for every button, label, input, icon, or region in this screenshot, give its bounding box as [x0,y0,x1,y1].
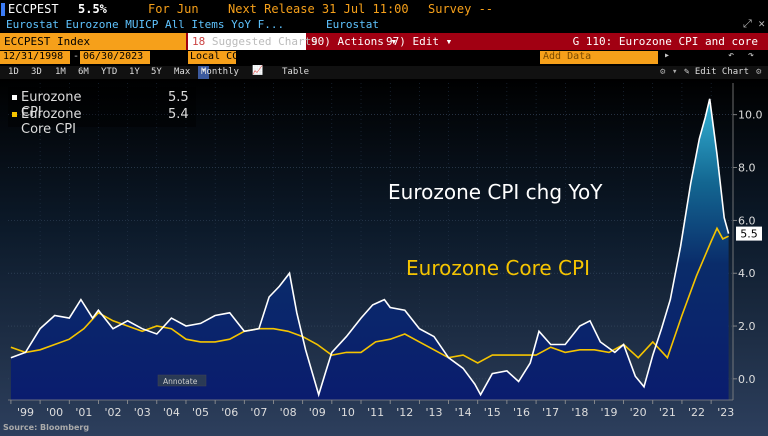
period-6m[interactable]: 6M [78,67,89,77]
add-data-input[interactable]: Add Data [540,51,658,64]
legend-name-core: Eurozone Core CPI [21,107,82,137]
y-tick-label: 2.0 [738,320,756,333]
legend-name-cpi: Eurozone CPI [21,90,82,120]
y-tick-label: 0.0 [738,373,756,386]
period-ytd[interactable]: YTD [101,67,118,77]
settings-icon-right[interactable]: ⚙ [756,67,762,77]
data-source: Eurostat [326,18,379,31]
y-tick-label: 8.0 [738,162,756,175]
period-1m[interactable]: 1M [55,67,66,77]
cpi-area-fill [10,98,729,401]
last-value-tag-text: 5.5 [740,228,758,241]
undo-icon[interactable]: ↶ [728,50,735,61]
x-tick-label: '10 [338,406,355,419]
x-tick-label: '04 [163,406,180,419]
settings-icon[interactable]: ⚙ [660,67,666,77]
next-release: Next Release 31 Jul 11:00 [228,2,409,16]
x-tick-label: '11 [367,406,384,419]
cpi-annotation: Eurozone CPI chg YoY [388,180,603,204]
window-icons[interactable]: ⤢ ✕ [742,17,765,30]
ticker-marker [1,3,5,16]
period-row: 1D 3D 1M 6M YTD 1Y 5Y Max Monthly ▾ 📈 Ta… [0,66,768,79]
core-cpi-annotation: Eurozone Core CPI [406,256,590,280]
x-tick-label: '06 [221,406,238,419]
x-tick-label: '12 [396,406,413,419]
x-tick-label: '16 [513,406,530,419]
ticker: ECCPEST [8,2,59,16]
core-cpi-line [10,226,729,364]
edit-menu[interactable]: 97) Edit ▾ [386,35,453,48]
x-axis: '99 '00 '01 '02 '03 '04 '05 '06 '07 '08 '09 '10 '11 '… [8,399,734,419]
y-tick-label: 6.0 [738,214,756,227]
edit-chart-button[interactable]: ✎ Edit Chart [684,67,750,77]
annotate-label: Annotate [163,377,198,386]
period: For Jun [148,2,199,16]
x-tick-label: '15 [484,406,501,419]
x-tick-label: '13 [425,406,442,419]
legend-value-core: 5.4 [168,107,189,122]
survey: Survey -- [428,2,494,16]
period-1y[interactable]: 1Y [129,67,140,77]
date-row: 12/31/1998 - 06/30/2023 Local CCY Add Da… [0,50,768,65]
line-chart-icon[interactable]: 📈 [252,66,264,76]
x-tick-label: '03 [134,406,151,419]
table-tab[interactable]: Table [282,67,310,77]
y-axis: 0.0 2.0 4.0 6.0 8.0 10.0 [732,83,763,400]
x-tick-label: '23 [717,406,734,419]
x-tick-label: '99 [17,406,34,419]
chart-title: G 110: Eurozone CPI and core [572,35,758,48]
legend-swatch-core [12,112,17,117]
play-icon[interactable]: ▸ [664,50,671,61]
x-tick-label: '00 [46,406,63,419]
legend-swatch-cpi [12,95,17,100]
x-tick-label: '21 [659,406,676,419]
x-tick-label: '19 [600,406,617,419]
x-tick-label: '02 [105,406,122,419]
x-tick-label: '18 [571,406,588,419]
chevron-down-icon[interactable]: ▾ [672,67,678,77]
y-tick-label: 10.0 [738,109,763,122]
y-tick-label: 4.0 [738,267,756,280]
last-value: 5.5% [78,2,107,16]
source-footer: Source: Bloomberg [3,423,90,432]
suggested-charts-button[interactable]: 18 Suggested Charts [188,33,318,50]
last-value-tag: 5.5 [736,226,762,241]
legend: Eurozone CPI 5.5 Eurozone Core CPI 5.4 [8,87,196,137]
period-1d[interactable]: 1D [8,67,19,77]
x-tick-label: '14 [455,406,472,419]
x-tick-label: '08 [280,406,297,419]
x-tick-label: '07 [250,406,267,419]
legend-value-cpi: 5.5 [168,90,189,105]
actions-menu[interactable]: 90) Actions ▾ [311,35,398,48]
security-field[interactable]: ECCPEST Index [0,33,186,50]
x-tick-label: '20 [630,406,647,419]
cpi-line [10,98,730,398]
description: Eurostat Eurozone MUICP All Items YoY F.… [6,18,285,31]
x-tick-label: '05 [192,406,209,419]
redo-icon[interactable]: ↷ [748,50,755,61]
x-tick-label: '17 [542,406,559,419]
start-date-field[interactable]: 12/31/1998 [0,51,70,64]
header-row: ECCPEST 5.5% For Jun Next Release 31 Jul… [0,0,768,18]
end-date-field[interactable]: 06/30/2023 [80,51,150,64]
period-5y[interactable]: 5Y [151,67,162,77]
x-tick-label: '09 [309,406,326,419]
frequency-select[interactable]: Monthly ▾ [198,66,239,79]
toolbar: ECCPEST Index 18 Suggested Charts 90) Ac… [0,33,768,50]
annotate-button[interactable]: Annotate [157,374,207,387]
description-row: Eurostat Eurozone MUICP All Items YoY F.… [0,17,768,33]
period-3d[interactable]: 3D [31,67,42,77]
period-max[interactable]: Max [174,67,191,77]
chart-area: 0.0 2.0 4.0 6.0 8.0 10.0 '99 '00 '01 '02 '03 '04 '0… [0,79,768,436]
currency-select[interactable]: Local CCY [188,51,245,64]
x-tick-label: '01 [75,406,92,419]
x-tick-label: '22 [688,406,705,419]
